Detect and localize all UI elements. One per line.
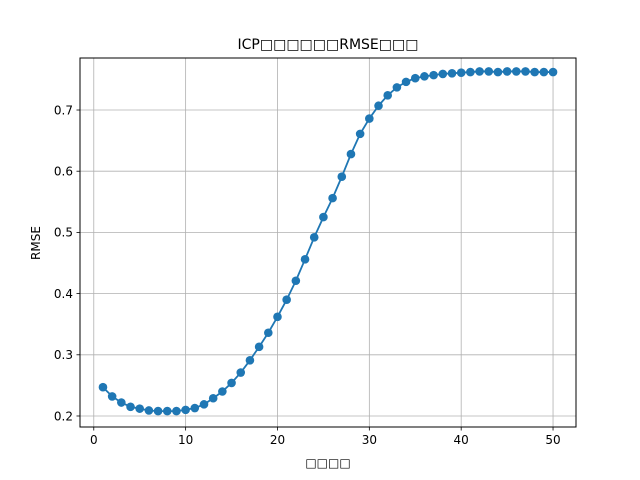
y-tick-label: 0.7 [54,103,73,117]
data-point [337,172,347,182]
data-point [153,406,163,416]
data-point [319,212,328,222]
data-point [172,406,181,416]
data-point [273,312,282,322]
data-point [410,73,420,83]
data-point [420,72,429,81]
y-tick-label: 0.3 [54,348,73,362]
data-point [466,67,475,77]
data-point [447,69,457,78]
data-point [98,382,108,392]
data-point [227,378,236,388]
data-point [264,328,273,338]
data-point [530,67,539,77]
y-tick-label: 0.4 [54,287,73,301]
data-point [181,405,190,415]
y-tick-label: 0.6 [54,165,73,179]
data-point [512,67,521,76]
data-point [199,400,209,409]
plot-area-background [80,58,576,427]
y-tick-label: 0.5 [54,226,73,240]
axis-ticks: 0 10 20 30 40 50 0.2 0.3 0.4 0.5 0.6 0.7 [54,103,561,447]
data-point [401,77,411,87]
data-point [282,295,291,305]
data-point [392,83,402,92]
data-point [365,114,374,123]
data-point [429,70,438,80]
x-tick-label: 0 [90,433,98,447]
x-tick-label: 40 [454,433,469,447]
data-point [300,255,310,264]
data-point [374,101,383,111]
x-tick-label: 50 [545,433,560,447]
data-point [291,276,301,286]
data-point [144,406,154,415]
data-point [236,368,246,377]
data-point [107,392,117,401]
data-point [117,398,126,407]
series-marker-layer [98,67,558,416]
data-point [328,193,337,203]
x-tick-label: 10 [178,433,193,447]
data-point [539,67,549,77]
data-point [309,233,319,242]
data-point [484,67,494,76]
data-point [190,403,200,413]
gridlines [80,58,576,427]
data-point [548,67,558,77]
data-point [438,69,448,79]
x-axis-label: □□□□ [305,456,350,470]
y-axis-label: RMSE [29,226,43,260]
data-point [135,404,144,413]
y-tick-label: 0.2 [54,409,73,423]
data-point [383,91,393,100]
data-point [208,393,218,403]
data-point [493,67,503,77]
data-point [502,67,512,76]
plot-area-frame [79,57,577,428]
data-point [126,402,135,412]
data-point [254,342,264,352]
chart-title: ICP□□□□□□RMSE□□□ [238,37,419,53]
data-point [355,129,365,139]
data-point [245,356,255,365]
x-tick-label: 30 [362,433,377,447]
data-point [162,406,172,416]
data-point [521,67,530,76]
data-point [218,387,227,396]
data-point [475,67,484,76]
data-point [346,149,356,159]
x-tick-label: 20 [270,433,285,447]
data-point [456,68,466,77]
